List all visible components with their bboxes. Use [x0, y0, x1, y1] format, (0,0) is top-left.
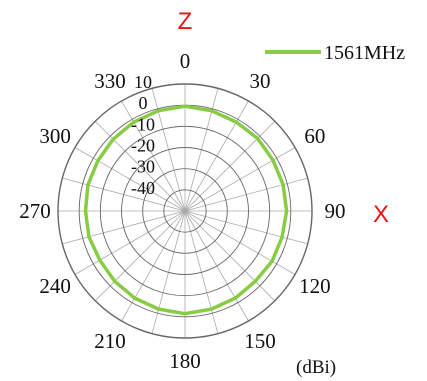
radial-tick-label: -10: [131, 114, 155, 134]
angular-tick-label: 0: [180, 49, 191, 73]
radial-tick-label: 0: [139, 93, 148, 113]
angular-tick-label: 210: [94, 329, 126, 353]
axis-label-z: Z: [178, 8, 193, 35]
grid-spokes: [58, 84, 312, 338]
grid-ring-10: [57, 83, 313, 339]
radial-tick-label: -20: [131, 136, 155, 156]
grid-ring--40: [163, 189, 207, 233]
axis-label-x: X: [373, 201, 389, 228]
radial-tick-label: -40: [131, 178, 155, 198]
series-line-0: [83, 104, 289, 316]
angular-tick-label: 90: [325, 199, 346, 223]
radial-tick-labels: 100-10-20-30-40: [131, 72, 155, 198]
radial-tick-label: -30: [131, 157, 155, 177]
unit-label: (dBi): [296, 357, 336, 378]
angular-tick-label: 30: [250, 69, 271, 93]
grid-ring--20: [121, 147, 249, 275]
radial-tick-label: 10: [134, 72, 152, 92]
legend: 1561MHz: [265, 42, 405, 64]
angular-tick-label: 180: [169, 349, 201, 373]
angular-tick-label: 300: [39, 124, 71, 148]
grid-ring--30: [142, 168, 228, 254]
grid-ring--10: [99, 125, 271, 297]
angular-tick-label: 240: [39, 274, 71, 298]
angular-tick-label: 120: [299, 274, 331, 298]
angular-tick-label: 330: [94, 69, 126, 93]
angular-tick-labels: 0 30 60 90 120 150 180 210 240 270 300 330: [19, 49, 345, 373]
angular-tick-label: 150: [244, 329, 276, 353]
legend-label: 1561MHz: [324, 42, 405, 64]
angular-tick-label: 270: [19, 199, 51, 223]
angular-tick-label: 60: [304, 124, 325, 148]
series-layer: [83, 104, 289, 316]
